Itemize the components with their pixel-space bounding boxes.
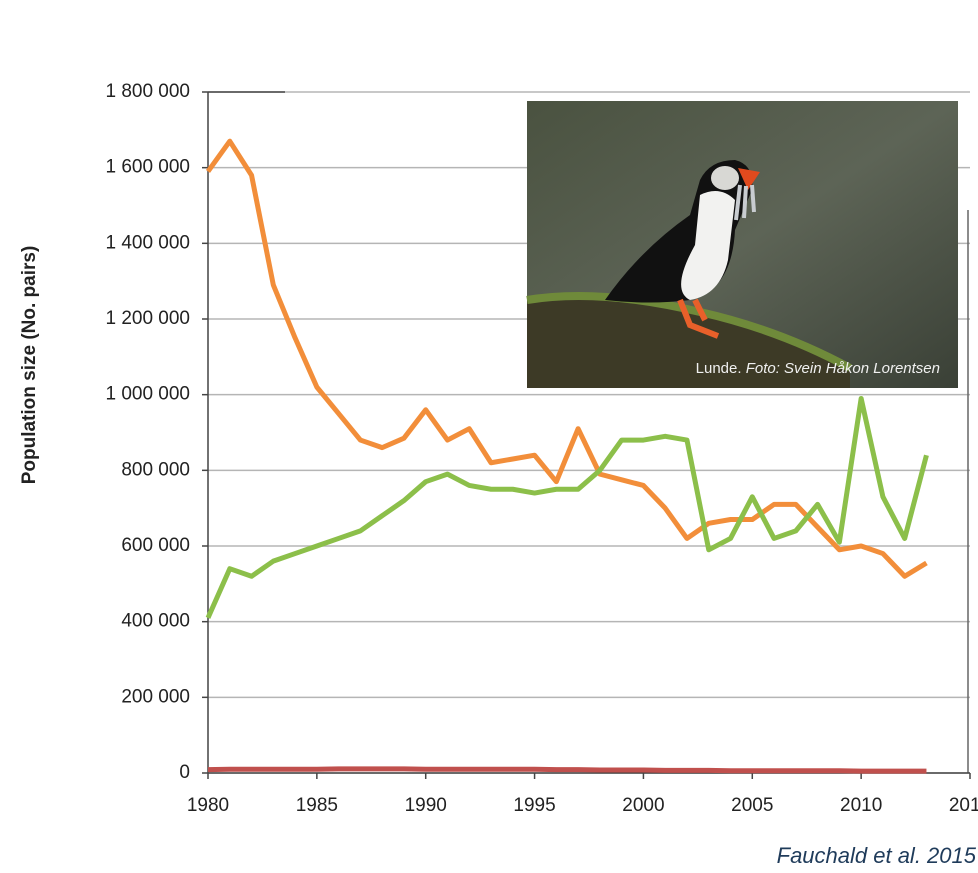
- photo-caption-name: Lunde.: [696, 360, 742, 377]
- y-tick-label: 1 600 000: [105, 157, 190, 178]
- y-tick-label: 1 000 000: [105, 384, 190, 405]
- y-tick-label: 600 000: [121, 535, 190, 556]
- series-line: [208, 398, 926, 617]
- y-axis-label: Population size (No. pairs): [19, 246, 40, 485]
- photo: Lunde. Foto: Svein Håkon Lorentsen: [527, 101, 958, 388]
- puffin-face: [711, 166, 739, 190]
- x-tick-label: 1990: [405, 795, 447, 816]
- y-tick-label: 800 000: [121, 459, 190, 480]
- photo-caption-credit: Foto: Svein Håkon Lorentsen: [746, 360, 940, 377]
- x-tick-label: 2010: [840, 795, 882, 816]
- x-tick-label: 1995: [513, 795, 555, 816]
- y-tick-label: 200 000: [121, 686, 190, 707]
- y-tick-label: 1 400 000: [105, 232, 190, 253]
- y-tick-label: 0: [179, 762, 190, 783]
- chart: 0 200 000 400 000 600 000 800 000 1 000 000 1 …: [0, 0, 978, 873]
- source: Fauchald et al. 2015: [777, 843, 977, 868]
- x-tick-label: 1980: [187, 795, 229, 816]
- series-line: [208, 769, 926, 771]
- x-tick-label: 1985: [296, 795, 338, 816]
- y-tick-label: 1 200 000: [105, 308, 190, 329]
- x-tick-label: 2015: [949, 795, 978, 816]
- photo-caption: Lunde. Foto: Svein Håkon Lorentsen: [696, 360, 940, 377]
- x-tick-label: 2005: [731, 795, 773, 816]
- x-tick-label: 2000: [622, 795, 664, 816]
- page: {"chart_data": {"type": "line", "ylabel"…: [0, 0, 978, 873]
- y-tick-label: 400 000: [121, 611, 190, 632]
- y-tick-label: 1 800 000: [105, 81, 190, 102]
